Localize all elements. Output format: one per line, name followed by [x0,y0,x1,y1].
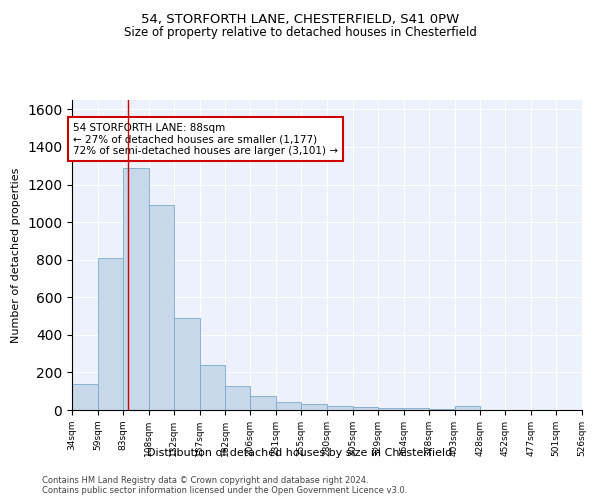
Text: Distribution of detached houses by size in Chesterfield: Distribution of detached houses by size … [148,448,452,458]
Bar [199,365,226,410]
Bar [455,406,481,410]
Bar [404,408,428,410]
Bar [276,402,301,410]
Bar [250,396,276,410]
Bar [353,407,378,410]
Text: 54, STORFORTH LANE, CHESTERFIELD, S41 0PW: 54, STORFORTH LANE, CHESTERFIELD, S41 0P… [141,12,459,26]
Text: Contains HM Land Registry data © Crown copyright and database right 2024.
Contai: Contains HM Land Registry data © Crown c… [42,476,407,495]
Y-axis label: Number of detached properties: Number of detached properties [11,168,22,342]
Bar [378,408,404,410]
Bar [98,258,123,410]
Text: 54 STORFORTH LANE: 88sqm
← 27% of detached houses are smaller (1,177)
72% of sem: 54 STORFORTH LANE: 88sqm ← 27% of detach… [73,122,338,156]
Text: Size of property relative to detached houses in Chesterfield: Size of property relative to detached ho… [124,26,476,39]
Bar [428,409,455,410]
Bar [327,406,353,410]
Bar [173,318,199,410]
Bar [226,386,250,410]
Bar [123,168,149,410]
Bar [301,404,327,410]
Bar [72,384,98,410]
Bar [149,205,173,410]
